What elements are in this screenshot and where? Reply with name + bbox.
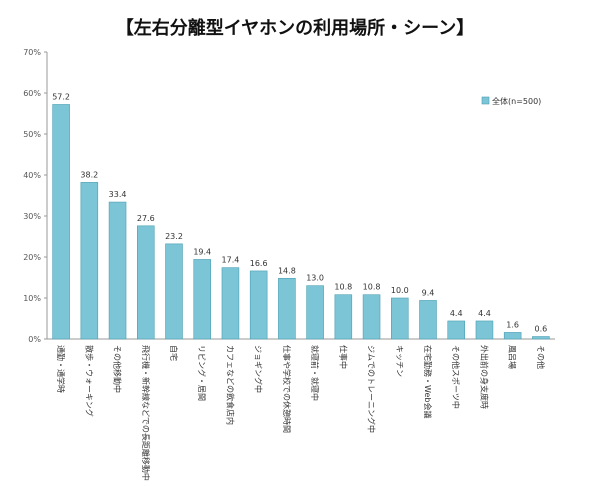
category-label: 飛行機・新幹線などでの長距離移動中	[141, 345, 151, 481]
category-label: その他スポーツ中	[451, 345, 461, 409]
legend-label: 全体(n=500)	[492, 96, 541, 106]
category-label: ジョギング中	[254, 345, 264, 393]
category-label: その他	[536, 345, 546, 369]
bar-value-label: 38.2	[80, 170, 98, 179]
y-tick-label: 20%	[23, 253, 41, 262]
bar-value-label: 0.6	[535, 325, 548, 334]
bar	[475, 320, 494, 340]
bar	[221, 267, 240, 340]
bar-value-label: 4.4	[478, 309, 491, 318]
y-tick-label: 40%	[23, 171, 41, 180]
category-label: キッチン	[395, 345, 404, 377]
y-tick-label: 10%	[23, 294, 41, 303]
bar-value-label: 19.4	[193, 247, 211, 256]
bar	[391, 297, 409, 340]
bar	[306, 285, 324, 340]
bar-value-label: 14.8	[278, 266, 296, 275]
bar-value-label: 4.4	[450, 309, 463, 318]
category-label: 外出前の身支度時	[479, 345, 489, 409]
bar-value-label: 23.2	[165, 232, 183, 241]
legend-swatch	[481, 96, 490, 105]
bar	[278, 278, 296, 340]
category-label: 仕事や学校での休憩時間	[282, 345, 292, 433]
y-tick-label: 0%	[28, 335, 41, 344]
category-label: 仕事中	[338, 345, 348, 369]
y-tick-label: 60%	[23, 89, 41, 98]
bar-value-label: 17.4	[222, 256, 240, 265]
bar	[137, 225, 155, 340]
bar	[52, 104, 70, 340]
y-tick-label: 50%	[23, 130, 41, 139]
category-label: 通勤・通学時	[56, 345, 66, 393]
y-tick-label: 70%	[23, 48, 41, 57]
bar	[419, 300, 437, 340]
bar-value-label: 10.8	[363, 283, 381, 292]
bar-value-label: 13.0	[306, 274, 324, 283]
bar-value-label: 57.2	[52, 92, 70, 101]
bar	[362, 294, 381, 340]
category-label: 就寝前・就寝中	[310, 345, 320, 401]
bar	[532, 336, 550, 340]
category-label: その他移動中	[113, 345, 123, 393]
bar	[193, 259, 211, 340]
category-label: 散歩・ウォーキング	[84, 345, 94, 417]
bar	[447, 320, 465, 340]
y-tick-label: 30%	[23, 212, 41, 221]
bar	[80, 182, 99, 340]
bar-value-label: 9.4	[422, 288, 435, 297]
chart-title: 【左右分離型イヤホンの利用場所・シーン】	[115, 18, 475, 39]
bar	[165, 243, 183, 340]
category-label: カフェなどの飲食店内	[225, 345, 235, 425]
bar	[108, 201, 127, 340]
bar	[249, 270, 268, 340]
bar-value-label: 10.0	[391, 286, 409, 295]
category-label: 在宅勤務・Web会議	[423, 345, 433, 418]
bar-value-label: 33.4	[109, 190, 127, 199]
category-label: 風呂場	[508, 345, 518, 369]
category-label: ジムでのトレーニング中	[367, 345, 377, 433]
category-label: 自宅	[169, 345, 179, 361]
bar-value-label: 27.6	[137, 214, 155, 223]
bar	[334, 294, 353, 340]
bar	[503, 332, 522, 340]
bar-value-label: 1.6	[506, 320, 519, 329]
category-label: リビング・居間	[197, 345, 207, 401]
bar-value-label: 10.8	[334, 283, 352, 292]
bar-value-label: 16.6	[250, 259, 268, 268]
